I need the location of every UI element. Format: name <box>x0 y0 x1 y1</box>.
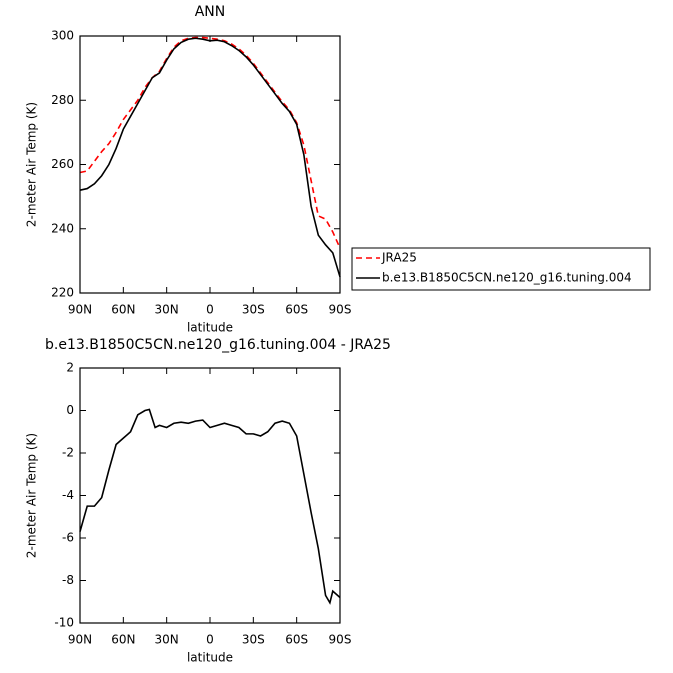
y-tick-label: 240 <box>51 221 74 235</box>
y-tick-label: -4 <box>62 488 74 502</box>
y-tick-label: -8 <box>62 573 74 587</box>
x-tick-label: 30S <box>242 633 265 647</box>
x-tick-label: 60N <box>111 633 135 647</box>
y-tick-label: -2 <box>62 446 74 460</box>
x-tick-label: 30S <box>242 303 265 317</box>
y-tick-label: 2 <box>66 361 74 375</box>
legend-box <box>351 247 651 291</box>
plot-frame <box>79 367 341 624</box>
y-axis-label: 2-meter Air Temp (K) <box>25 102 39 227</box>
x-tick-label: 90N <box>68 633 92 647</box>
y-tick-label: -10 <box>54 616 74 630</box>
x-tick-label: 90N <box>68 303 92 317</box>
x-tick-label: 90S <box>329 303 352 317</box>
chart-title: ANN <box>195 4 226 20</box>
x-axis-label: latitude <box>187 321 233 335</box>
x-tick-label: 30N <box>155 633 179 647</box>
y-tick-label: 0 <box>66 403 74 417</box>
legend-label: JRA25 <box>381 251 417 265</box>
x-tick-label: 90S <box>329 633 352 647</box>
y-tick-label: 220 <box>51 286 74 300</box>
x-tick-label: 0 <box>206 633 214 647</box>
y-tick-label: 280 <box>51 93 74 107</box>
chart-title: b.e13.B1850C5CN.ne120_g16.tuning.004 - J… <box>45 337 391 353</box>
legend-label: b.e13.B1850C5CN.ne120_g16.tuning.004 <box>382 271 632 285</box>
x-tick-label: 60S <box>285 633 308 647</box>
y-axis-label: 2-meter Air Temp (K) <box>25 433 39 558</box>
y-tick-label: 260 <box>51 157 74 171</box>
x-axis-label: latitude <box>187 651 233 665</box>
x-tick-label: 60S <box>285 303 308 317</box>
x-tick-label: 60N <box>111 303 135 317</box>
x-tick-label: 0 <box>206 303 214 317</box>
y-tick-label: -6 <box>62 531 74 545</box>
x-tick-label: 30N <box>155 303 179 317</box>
data-line <box>79 37 341 278</box>
data-line <box>79 408 341 605</box>
plot-frame <box>79 35 341 294</box>
y-tick-label: 300 <box>51 29 74 43</box>
